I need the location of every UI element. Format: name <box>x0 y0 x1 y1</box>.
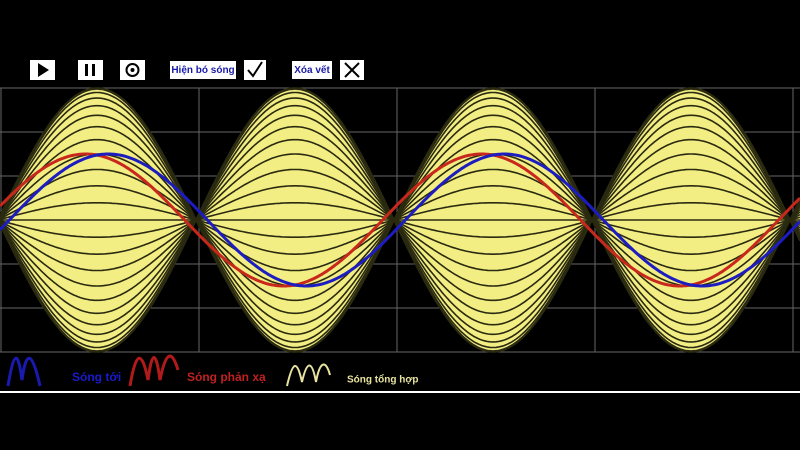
resultant-trace <box>0 202 800 238</box>
clear-trace-button[interactable]: Xóa vết <box>292 61 332 79</box>
clear-trace-label: Xóa vết <box>294 64 330 76</box>
resultant-trace <box>0 185 800 255</box>
reflected-label: Sóng phản xạ <box>187 370 266 384</box>
play-button[interactable] <box>30 60 55 80</box>
resultant-trace <box>0 168 800 272</box>
envelope-checkbox[interactable] <box>244 60 266 80</box>
reflected-icon <box>128 354 180 387</box>
resultant-label: Sóng tổng hợp <box>347 374 419 386</box>
waves <box>0 87 800 353</box>
resultant-trace <box>0 87 800 353</box>
reflected-wave <box>0 152 800 288</box>
incident-icon <box>6 356 42 387</box>
show-envelope-label: Hiện bó sóng <box>171 65 234 76</box>
resultant-icon <box>286 363 331 387</box>
reset-button[interactable] <box>120 60 145 80</box>
resultant-trace <box>0 185 800 255</box>
clear-button[interactable] <box>340 60 364 80</box>
pause-button[interactable] <box>78 60 103 80</box>
incident-label: Sóng tới <box>72 370 121 384</box>
resultant-trace <box>0 202 800 238</box>
resultant-trace <box>0 138 800 302</box>
incident-wave <box>0 152 800 288</box>
resultant-trace <box>0 153 800 287</box>
show-envelope-button[interactable]: Hiện bó sóng <box>170 61 236 79</box>
